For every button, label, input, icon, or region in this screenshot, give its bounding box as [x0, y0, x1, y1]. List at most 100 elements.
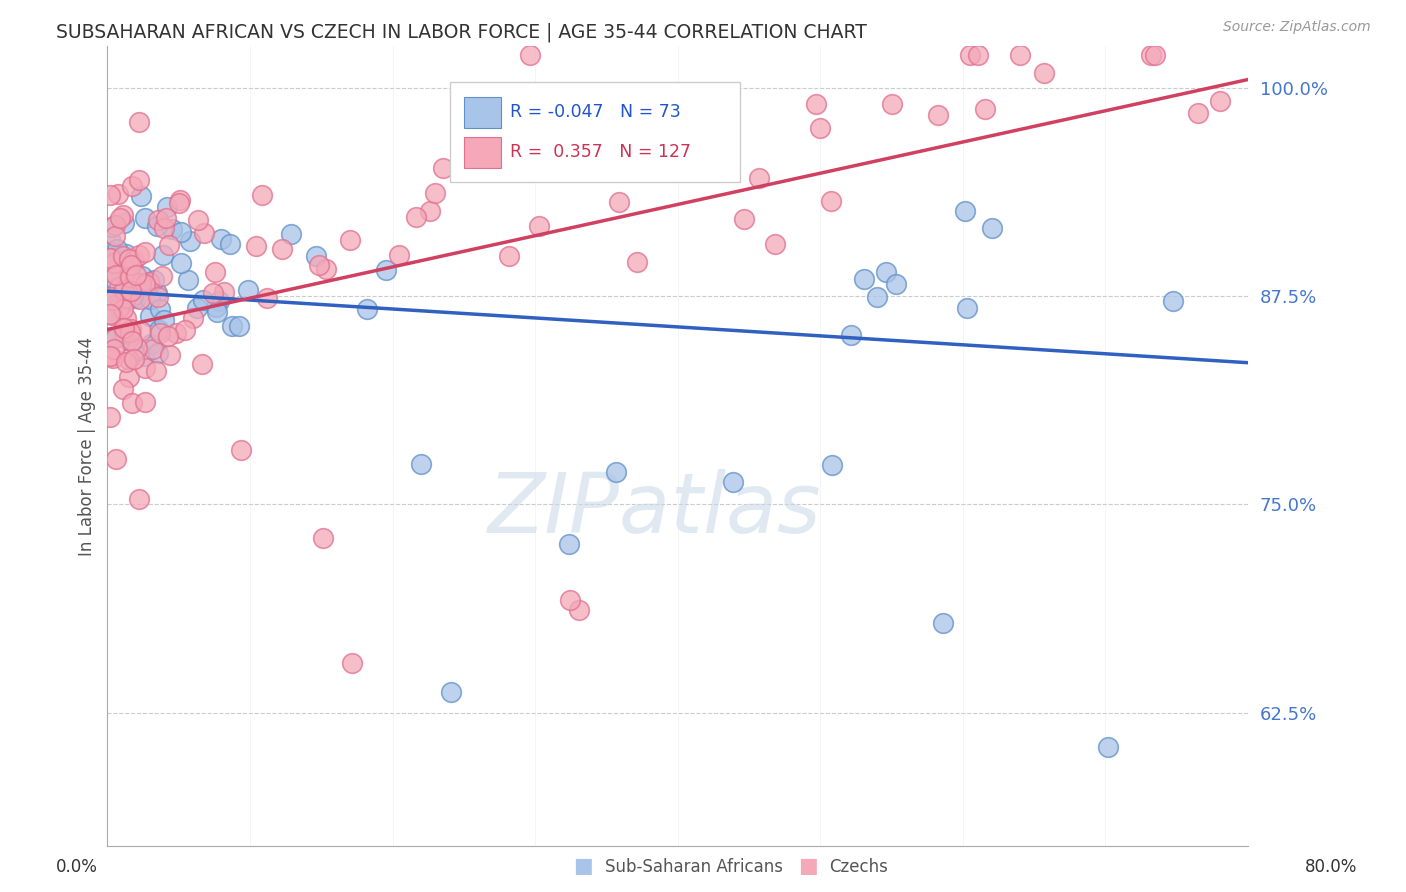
Point [128, 115, 150, 129]
Point [152, 248, 174, 262]
Point [156, 329, 179, 343]
Point [98, 265, 121, 279]
Point [112, 208, 135, 222]
Point [159, 349, 181, 363]
FancyBboxPatch shape [464, 136, 501, 168]
Point [304, 249, 326, 263]
Point [98, 188, 121, 202]
Point [236, 283, 259, 297]
Point [1143, 47, 1166, 62]
Point [100, 309, 122, 323]
Point [121, 396, 143, 410]
Point [122, 289, 145, 303]
Point [146, 345, 169, 359]
Point [105, 452, 128, 467]
Point [134, 245, 156, 260]
Point [522, 95, 544, 110]
Point [103, 331, 125, 345]
Point [120, 258, 142, 272]
Point [853, 272, 876, 286]
Point [115, 310, 138, 325]
Point [100, 290, 122, 304]
Point [150, 269, 173, 284]
Point [124, 268, 146, 282]
Point [875, 265, 897, 279]
Point [619, 145, 641, 159]
Point [118, 252, 141, 267]
Point [139, 293, 162, 307]
Point [98, 232, 121, 246]
Point [138, 309, 160, 323]
Point [315, 261, 337, 276]
Text: R = -0.047   N = 73: R = -0.047 N = 73 [510, 103, 681, 120]
Point [207, 305, 229, 319]
Point [98, 251, 121, 265]
Point [155, 211, 177, 225]
Point [432, 161, 454, 176]
Point [111, 302, 134, 317]
Point [219, 236, 242, 251]
Point [117, 333, 139, 347]
Point [134, 361, 156, 376]
Point [627, 164, 650, 178]
Point [256, 291, 278, 305]
Point [104, 330, 127, 344]
Point [820, 194, 842, 208]
Point [250, 188, 273, 202]
Point [101, 293, 124, 307]
Point [146, 212, 169, 227]
Point [115, 291, 138, 305]
Point [169, 193, 191, 207]
Point [927, 108, 949, 122]
Point [128, 248, 150, 262]
Point [103, 256, 125, 270]
Point [131, 269, 153, 284]
Point [1097, 739, 1119, 754]
Point [112, 216, 135, 230]
Point [173, 322, 195, 336]
Point [543, 141, 565, 155]
Point [98, 409, 121, 424]
Point [157, 238, 180, 252]
Point [117, 352, 139, 367]
Point [956, 301, 979, 315]
Point [101, 220, 124, 235]
Text: R =  0.357   N = 127: R = 0.357 N = 127 [510, 143, 690, 161]
Point [167, 195, 190, 210]
Point [117, 370, 139, 384]
Point [145, 285, 167, 300]
Text: ■: ■ [574, 856, 593, 876]
Point [129, 276, 152, 290]
Point [103, 351, 125, 365]
Point [880, 97, 903, 112]
Point [529, 219, 551, 234]
Point [120, 329, 142, 343]
Point [280, 227, 302, 241]
Point [245, 239, 267, 253]
Point [721, 475, 744, 489]
Point [108, 301, 131, 315]
Point [128, 491, 150, 506]
Point [387, 248, 409, 262]
Point [122, 352, 145, 367]
Point [100, 252, 122, 267]
Point [118, 269, 141, 284]
Point [118, 270, 141, 285]
Point [146, 290, 169, 304]
Point [115, 247, 138, 261]
Point [149, 326, 172, 341]
Point [609, 194, 631, 209]
Point [519, 47, 541, 62]
Point [191, 357, 214, 371]
Point [229, 442, 252, 457]
Point [121, 334, 143, 349]
Point [763, 237, 786, 252]
Point [966, 47, 988, 62]
Text: ■: ■ [799, 856, 818, 876]
Point [105, 274, 128, 288]
Point [148, 323, 170, 337]
Point [558, 537, 581, 551]
Text: Czechs: Czechs [830, 858, 889, 876]
Point [156, 200, 179, 214]
Point [208, 294, 231, 309]
